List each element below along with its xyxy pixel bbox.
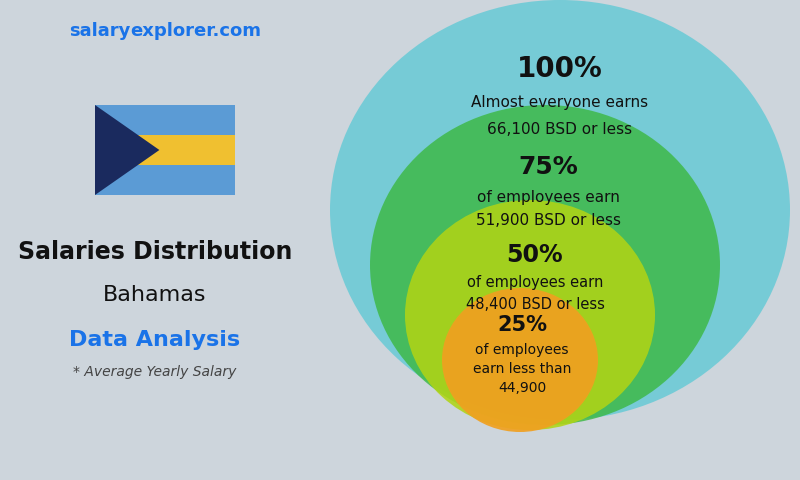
Text: 25%: 25% — [497, 315, 547, 335]
Text: 66,100 BSD or less: 66,100 BSD or less — [487, 122, 633, 137]
Ellipse shape — [405, 200, 655, 430]
Text: 100%: 100% — [517, 55, 603, 83]
Bar — [95, 165, 235, 195]
Text: 44,900: 44,900 — [498, 381, 546, 395]
Text: 75%: 75% — [518, 155, 578, 179]
Text: 50%: 50% — [506, 243, 563, 267]
Text: explorer.com: explorer.com — [130, 22, 261, 40]
Polygon shape — [95, 105, 159, 195]
Ellipse shape — [330, 0, 790, 420]
Text: Data Analysis: Data Analysis — [70, 330, 241, 350]
Text: Almost everyone earns: Almost everyone earns — [471, 95, 649, 110]
Text: of employees: of employees — [475, 343, 569, 357]
Text: Salaries Distribution: Salaries Distribution — [18, 240, 292, 264]
Text: Bahamas: Bahamas — [103, 285, 206, 305]
Text: of employees earn: of employees earn — [477, 190, 619, 205]
Text: of employees earn: of employees earn — [467, 275, 603, 290]
Ellipse shape — [370, 105, 720, 425]
Text: salary: salary — [69, 22, 130, 40]
Text: * Average Yearly Salary: * Average Yearly Salary — [74, 365, 237, 379]
Text: 48,400 BSD or less: 48,400 BSD or less — [466, 297, 605, 312]
Text: earn less than: earn less than — [473, 362, 571, 376]
Text: 51,900 BSD or less: 51,900 BSD or less — [475, 213, 621, 228]
Ellipse shape — [442, 288, 598, 432]
Bar — [95, 135, 235, 165]
Bar — [95, 105, 235, 135]
